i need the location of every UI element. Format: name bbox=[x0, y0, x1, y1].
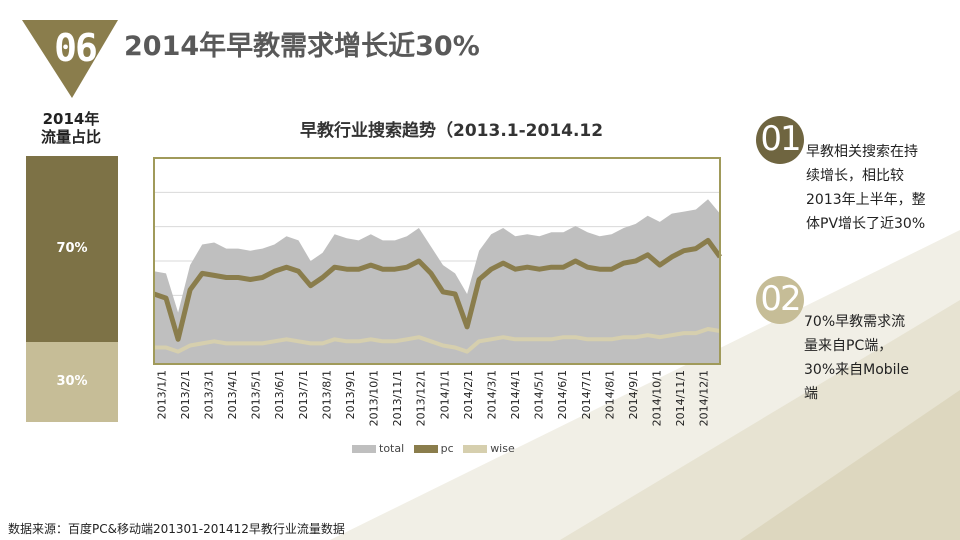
x-axis-tick-labels: 2013/1/1 2013/2/1 2013/3/1 2013/4/1 2013/5/1… bbox=[155, 370, 710, 426]
x-tick-label: 2014/5/1 bbox=[533, 370, 546, 419]
x-tick-label: 2014/12/1 bbox=[698, 370, 711, 426]
legend-item-total: total bbox=[352, 442, 404, 455]
legend-swatch-total bbox=[352, 445, 376, 453]
x-tick-label: 2014/9/1 bbox=[627, 370, 640, 419]
legend-label-wise: wise bbox=[490, 442, 515, 455]
x-tick-label: 2014/11/1 bbox=[674, 370, 687, 426]
share-bar-pc-label: 70% bbox=[56, 241, 88, 257]
chart-title: 早教行业搜索趋势（2013.1-2014.12 bbox=[300, 121, 604, 141]
legend-item-wise: wise bbox=[463, 442, 515, 455]
legend-label-pc: pc bbox=[440, 442, 454, 455]
x-tick-label: 2013/5/1 bbox=[250, 370, 263, 419]
chart-legend: total pc wise bbox=[352, 442, 521, 455]
x-tick-label: 2014/4/1 bbox=[509, 370, 522, 419]
section-badge-triangle bbox=[22, 20, 118, 98]
share-label-line1: 2014年 bbox=[42, 110, 100, 128]
share-bar-mobile: 30% bbox=[26, 342, 118, 422]
x-tick-label: 2014/8/1 bbox=[603, 370, 616, 419]
note-number-2: 02 bbox=[756, 276, 804, 324]
x-tick-label: 2013/10/1 bbox=[368, 370, 381, 426]
x-tick-label: 2013/11/1 bbox=[391, 370, 404, 426]
x-tick-label: 2013/4/1 bbox=[226, 370, 239, 419]
x-tick-label: 2013/6/1 bbox=[273, 370, 286, 419]
x-tick-label: 2013/1/1 bbox=[155, 370, 168, 419]
x-tick-label: 2014/10/1 bbox=[651, 370, 664, 426]
share-bar-mobile-label: 30% bbox=[56, 374, 88, 390]
x-tick-label: 2014/6/1 bbox=[556, 370, 569, 419]
legend-item-pc: pc bbox=[413, 442, 454, 455]
search-trend-chart: 2013/1/1 2013/2/1 2013/3/1 2013/4/1 2013/5/1… bbox=[153, 157, 723, 426]
x-tick-label: 2014/2/1 bbox=[462, 370, 475, 419]
legend-swatch-wise bbox=[463, 445, 488, 453]
legend-label-total: total bbox=[379, 442, 405, 455]
data-source-note: 数据来源：百度PC&移动端201301-201412早教行业流量数据 bbox=[8, 522, 345, 536]
x-tick-label: 2013/12/1 bbox=[415, 370, 428, 426]
series-line-pc bbox=[153, 237, 723, 342]
chart-frame bbox=[153, 157, 721, 365]
x-tick-label: 2014/1/1 bbox=[438, 370, 451, 419]
x-tick-label: 2014/7/1 bbox=[580, 370, 593, 419]
chart-plot-area bbox=[153, 199, 723, 364]
legend-swatch-pc bbox=[413, 445, 438, 453]
page-title: 2014年早教需求增长近30% bbox=[124, 31, 480, 62]
section-badge-number: 06 bbox=[54, 26, 98, 70]
x-tick-label: 2013/3/1 bbox=[202, 370, 215, 419]
x-tick-label: 2013/8/1 bbox=[320, 370, 333, 419]
note-text-1: 早教相关搜索在持 续增长，相比较 2013年上半年，整 体PV增长了近30% bbox=[806, 144, 926, 232]
x-tick-label: 2013/2/1 bbox=[179, 370, 192, 419]
note-number-1: 01 bbox=[756, 116, 804, 164]
share-panel-label: 2014年 流量占比 bbox=[24, 110, 118, 146]
x-tick-label: 2013/7/1 bbox=[297, 370, 310, 419]
x-tick-label: 2014/3/1 bbox=[485, 370, 498, 419]
share-bar-pc: 70% bbox=[26, 156, 118, 343]
x-tick-label: 2013/9/1 bbox=[344, 370, 357, 419]
series-line-wise bbox=[154, 327, 721, 354]
share-label-line2: 流量占比 bbox=[40, 128, 101, 146]
note-text-2: 70%早教需求流 量来自PC端， 30%来自Mobile 端 bbox=[804, 314, 910, 402]
